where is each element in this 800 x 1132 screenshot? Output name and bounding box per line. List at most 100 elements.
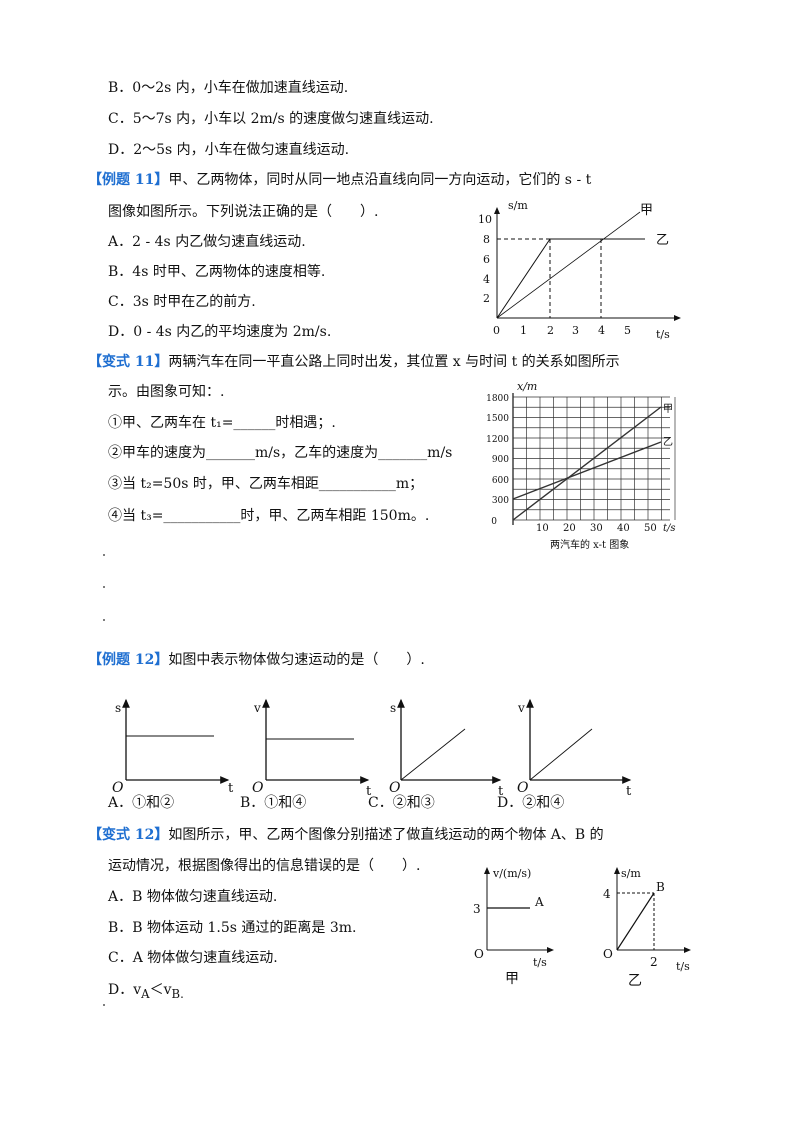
question: 【变式 12】如图所示，甲、乙两个图像分别描述了做直线运动的两个物体 A、B 的 [88,826,604,844]
stem: 如图中表示物体做匀速运动的是（ ）. [168,652,425,668]
origin: O [517,780,529,796]
option: D．0 - 4s 内乙的平均速度为 2m/s. [108,324,332,340]
axis-label: t/s [676,960,690,973]
axis-label: t [366,784,372,799]
axis-label: s/m [508,199,528,212]
stem: 甲、乙两物体，同时从同一地点沿直线向同一方向运动，它们的 s - t [168,172,592,188]
option: B．B 物体运动 1.5s 通过的距离是 3m. [108,920,357,936]
option: A．①和② [108,795,175,811]
graph-var11 [512,396,676,521]
tick-label: 1 [520,324,527,337]
subscript: B. [171,986,184,1001]
tick-label: 1200 [486,435,509,445]
axis-label: t/s [656,328,670,341]
option: B．4s 时甲、乙两物体的速度相等. [108,264,326,280]
symbol: ＜ [149,982,164,998]
option: D．2～5s 内，小车在做匀速直线运动. [108,142,350,158]
axis-label: v/(m/s) [492,867,531,880]
point-label: B [656,880,665,894]
stem: 示。由图象可知：. [108,384,225,400]
axis-label: t/s [663,523,676,534]
lines-var11 [512,393,662,525]
tick-label: 3 [572,324,579,337]
tag: 【变式 12】 [88,827,169,843]
axis-label: v [253,701,261,715]
origin: O [252,780,264,796]
option: B．①和④ [240,795,307,811]
origin: O [474,947,484,961]
option: C．5～7s 内，小车以 2m/s 的速度做匀速直线运动. [108,111,434,127]
option: A．2 - 4s 内乙做匀速直线运动. [108,234,306,250]
tick-label: 1800 [486,394,509,404]
caption: 甲 [505,971,519,987]
axis-label: t/s [533,956,547,969]
tick-label: 300 [492,496,509,506]
tick-label: 10 [536,523,549,534]
graph-ex11 [494,207,681,321]
line-label: 乙 [656,233,669,248]
line-label: 甲 [640,203,653,218]
tag: 【变式 11】 [88,354,169,370]
axis-label: x/m [517,380,537,393]
tick-label: 2 [483,292,490,305]
stem: 运动情况，根据图像得出的信息错误的是（ ）. [108,858,421,874]
dots [103,554,105,1006]
tag: 【例题 11】 [88,172,169,188]
graphs-var12 [484,867,691,953]
tick-label: 2 [650,955,658,969]
item: ②甲车的速度为_______m/s，乙车的速度为_______m/s [108,445,453,461]
tag: 【例题 12】 [88,652,169,668]
stem: 两辆汽车在同一平直公路上同时出发，其位置 x 与时间 t 的关系如图所示 [168,354,620,370]
line-label: 乙 [663,436,673,448]
symbol: v [163,982,172,998]
axis-label: t [626,784,632,799]
question: 【变式 11】两辆汽车在同一平直公路上同时出发，其位置 x 与时间 t 的关系如… [88,353,620,371]
subscript: A [141,986,150,1001]
axis-label: s/m [621,867,641,880]
tick-label: 2 [547,324,554,337]
option: C．A 物体做匀速直线运动. [108,950,278,966]
origin: O [603,947,613,961]
question: 【例题 11】甲、乙两物体，同时从同一地点沿直线向同一方向运动，它们的 s - … [88,171,591,189]
option: B．0～2s 内，小车在做加速直线运动. [108,80,349,96]
item: ①甲、乙两车在 t₁=______时相遇；. [108,415,336,431]
stem: 图像如图所示。下列说法正确的是（ ）. [108,204,379,220]
tick-label: 8 [483,233,490,246]
axis-label: s [390,701,396,715]
axis-label: t [498,784,504,799]
tick-label: 3 [473,902,481,916]
tick-label: 4 [483,273,490,286]
axis-label: t [228,781,234,796]
tick-label: 20 [563,523,576,534]
question: 【例题 12】如图中表示物体做匀速运动的是（ ）. [88,651,425,669]
tick-label: 30 [590,523,603,534]
tick-label: 40 [617,523,630,534]
line-label: 甲 [663,404,673,415]
stem: 如图所示，甲、乙两个图像分别描述了做直线运动的两个物体 A、B 的 [168,827,604,843]
item: ④当 t₃=___________时，甲、乙两车相距 150m。. [108,508,430,524]
tick-label: 10 [478,213,492,226]
option: C．3s 时甲在乙的前方. [108,294,256,310]
axis-label: v [517,701,525,715]
caption: 两汽车的 x-t 图象 [550,538,629,551]
origin: O [389,780,401,796]
tick-label: 4 [603,887,611,901]
tick-label: 4 [598,324,605,337]
tick-label: 50 [644,523,657,534]
symbol: v [133,982,142,998]
item: ③当 t₂=50s 时，甲、乙两车相距___________m； [108,476,424,492]
line-label: A [534,895,544,909]
graphs-ex12 [122,698,632,784]
tick-label: 1500 [486,414,509,424]
option: D．②和④ [497,795,565,811]
option: D．vA＜vB. [108,981,184,1003]
label: D． [108,982,134,998]
tick-label: 0 [491,517,497,527]
option: C．②和③ [368,795,435,811]
option: A．B 物体做匀速直线运动. [108,889,278,905]
tick-label: 5 [624,324,631,337]
caption: 乙 [628,973,642,989]
origin: O [112,780,124,796]
